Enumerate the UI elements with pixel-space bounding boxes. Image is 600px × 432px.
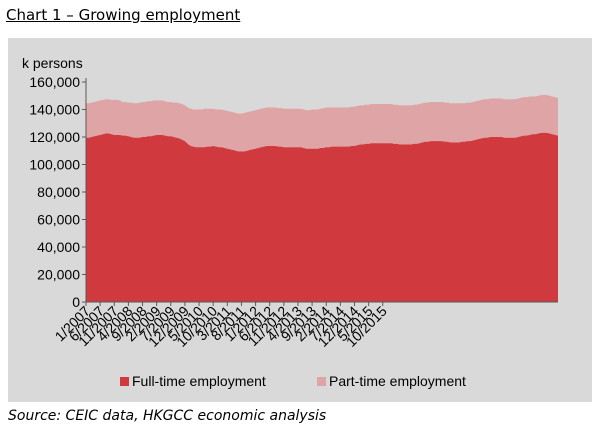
legend-swatch-fulltime — [120, 377, 129, 386]
series-area-fulltime — [86, 132, 558, 302]
y-tick-label: 0 — [72, 294, 80, 310]
legend-swatch-parttime — [317, 377, 326, 386]
y-tick-label: 160,000 — [29, 74, 80, 90]
y-tick-label: 140,000 — [29, 102, 80, 118]
y-tick-label: 20,000 — [37, 267, 80, 283]
y-tick-label: 80,000 — [37, 184, 80, 200]
source-note: Source: CEIC data, HKGCC economic analys… — [8, 408, 327, 424]
y-tick-label: 40,000 — [37, 239, 80, 255]
legend-label-parttime: Part-time employment — [329, 373, 466, 389]
chart-title: Chart 1 – Growing employment — [6, 6, 241, 24]
y-tick-label: 120,000 — [29, 129, 80, 145]
legend-label-fulltime: Full-time employment — [132, 373, 266, 389]
y-tick-label: 100,000 — [29, 157, 80, 173]
y-axis-label: k persons — [22, 55, 83, 71]
series-area-parttime — [86, 95, 558, 152]
y-tick-label: 60,000 — [37, 212, 80, 228]
